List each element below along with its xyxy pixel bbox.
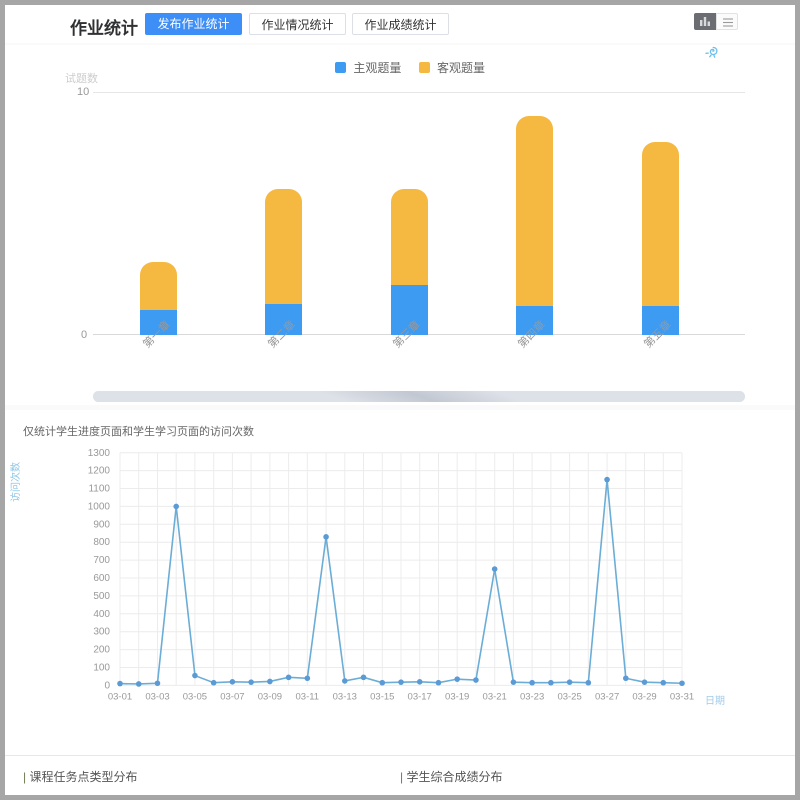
- svg-text:日期: 日期: [705, 695, 725, 707]
- svg-text:03-07: 03-07: [220, 691, 244, 702]
- svg-text:03-29: 03-29: [632, 691, 656, 702]
- svg-text:03-21: 03-21: [483, 691, 507, 702]
- svg-text:1000: 1000: [88, 501, 111, 512]
- svg-text:03-05: 03-05: [183, 691, 207, 702]
- svg-text:03-31: 03-31: [670, 691, 694, 702]
- svg-text:03-09: 03-09: [258, 691, 282, 702]
- svg-text:300: 300: [93, 627, 110, 638]
- svg-text:600: 600: [93, 573, 110, 584]
- svg-text:03-17: 03-17: [408, 691, 432, 702]
- svg-text:03-19: 03-19: [445, 691, 469, 702]
- svg-text:03-23: 03-23: [520, 691, 544, 702]
- svg-text:200: 200: [93, 645, 110, 656]
- svg-text:03-01: 03-01: [108, 691, 132, 702]
- svg-text:03-03: 03-03: [145, 691, 169, 702]
- svg-text:400: 400: [93, 609, 110, 620]
- svg-text:500: 500: [93, 591, 110, 602]
- svg-text:1100: 1100: [88, 484, 110, 495]
- svg-text:03-13: 03-13: [333, 691, 357, 702]
- svg-text:800: 800: [93, 537, 110, 548]
- svg-text:03-15: 03-15: [370, 691, 394, 702]
- svg-text:03-27: 03-27: [595, 691, 619, 702]
- svg-text:03-25: 03-25: [557, 691, 581, 702]
- svg-text:03-11: 03-11: [296, 691, 320, 702]
- svg-text:0: 0: [104, 680, 110, 691]
- svg-text:700: 700: [93, 555, 110, 566]
- svg-text:访问次数: 访问次数: [9, 462, 22, 502]
- svg-text:100: 100: [93, 663, 110, 674]
- svg-text:1200: 1200: [88, 466, 111, 477]
- svg-text:900: 900: [93, 519, 110, 530]
- svg-text:1300: 1300: [88, 448, 111, 459]
